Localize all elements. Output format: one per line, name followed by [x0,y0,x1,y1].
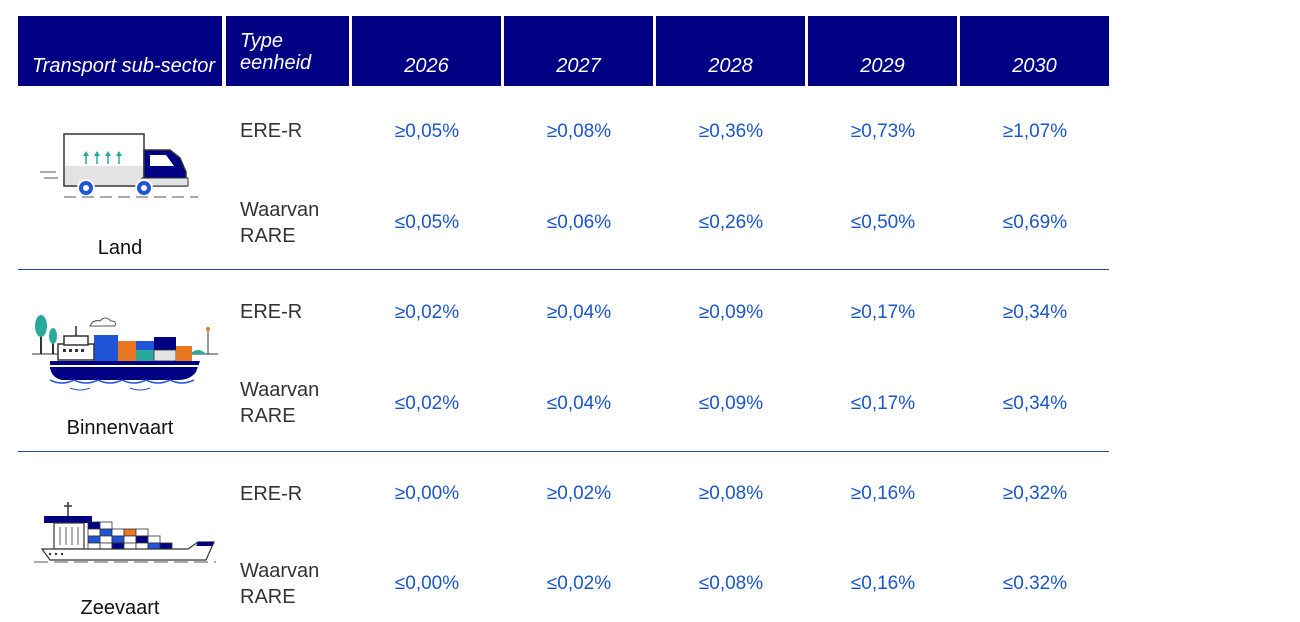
header-year-label: 2030 [1012,55,1057,77]
header-sector-cell: Transport sub-sector [18,16,222,86]
type-label: ERE-R [240,299,302,325]
type-line: Waarvan [240,560,320,582]
sector-label: Zeevaart [80,597,160,619]
value-cell: ≥0,09% [698,302,764,323]
type-line: ERE-R [240,120,303,142]
header-type-label: Type eenheid [240,30,349,74]
value-cell: ≤0,08% [698,573,764,594]
value-cell: ≥0,73% [850,121,916,142]
type-line: RARE [240,405,296,427]
header-year-2028: 2028 [656,16,805,86]
type-label: ERE-R [240,481,302,507]
sector-label: Binnenvaart [66,417,174,439]
header-year-2030: 2030 [960,16,1109,86]
value-cell: ≤0,04% [546,393,612,414]
value-cell: ≤0,05% [394,212,460,233]
value-cell: ≤0.32% [1002,573,1068,594]
value-cell: ≤0,02% [394,393,460,414]
header-year-label: 2026 [404,55,449,77]
barge-icon [32,315,218,391]
header-year-label: 2029 [860,55,905,77]
value-cell: ≥0,16% [850,483,916,504]
value-cell: ≥0,34% [1002,302,1068,323]
value-cell: ≤0,00% [394,573,460,594]
value-cell: ≥1,07% [1002,121,1068,142]
header-year-label: 2028 [708,55,753,77]
value-cell: ≤0,26% [698,212,764,233]
header-type-line1: Type [240,30,283,52]
type-line: RARE [240,586,296,608]
type-label: Waarvan RARE [240,558,319,610]
header-type-line2: eenheid [240,52,312,74]
value-cell: ≥0,36% [698,121,764,142]
header-type-cell: Type eenheid [226,16,349,86]
value-cell: ≥0,17% [850,302,916,323]
row-separator [18,451,1109,452]
header-sector-label: Transport sub-sector [32,55,216,77]
value-cell: ≤0,09% [698,393,764,414]
type-label: Waarvan RARE [240,197,319,249]
type-label: ERE-R [240,118,302,144]
value-cell: ≥0,00% [394,483,460,504]
header-year-2029: 2029 [808,16,957,86]
value-cell: ≥0,08% [546,121,612,142]
value-cell: ≥0,08% [698,483,764,504]
value-cell: ≥0,02% [546,483,612,504]
type-line: RARE [240,225,296,247]
value-cell: ≥0,04% [546,302,612,323]
truck-icon [40,133,198,198]
value-cell: ≥0,32% [1002,483,1068,504]
value-cell: ≤0,50% [850,212,916,233]
value-cell: ≥0,05% [394,121,460,142]
type-label: Waarvan RARE [240,377,319,429]
type-line: Waarvan [240,199,320,221]
value-cell: ≤0,17% [850,393,916,414]
row-separator [18,269,1109,270]
value-cell: ≤0,34% [1002,393,1068,414]
value-cell: ≤0,69% [1002,212,1068,233]
value-cell: ≥0,02% [394,302,460,323]
type-line: ERE-R [240,483,303,505]
type-line: ERE-R [240,301,303,323]
container-ship-icon [34,502,216,563]
header-year-2026: 2026 [352,16,501,86]
header-year-label: 2027 [556,55,601,77]
header-year-2027: 2027 [504,16,653,86]
sector-label: Land [97,237,143,259]
value-cell: ≤0,16% [850,573,916,594]
type-line: Waarvan [240,379,320,401]
value-cell: ≤0,06% [546,212,612,233]
value-cell: ≤0,02% [546,573,612,594]
